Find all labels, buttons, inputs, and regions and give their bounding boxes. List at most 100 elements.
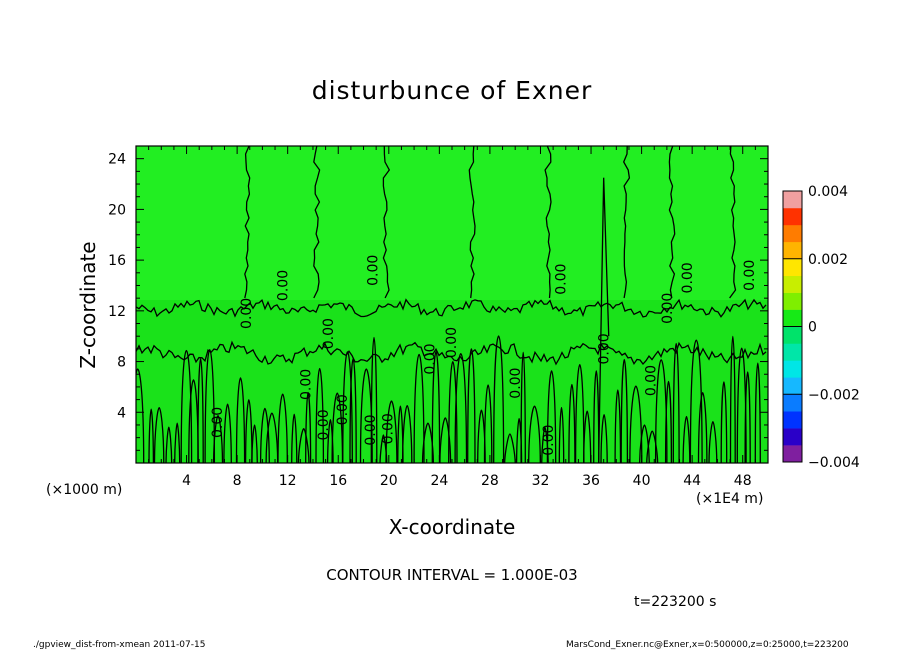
contour-line [349, 358, 357, 463]
x-tick-label: 16 [329, 473, 347, 489]
colorbar-tick-label: 0.002 [808, 252, 848, 268]
colorbar: 0.004 0.002 0 −0.002 −0.004 [782, 184, 860, 471]
contour-line [600, 414, 608, 463]
contour-line [729, 335, 736, 463]
contour-line [251, 424, 258, 463]
contour-label: 0.00 [680, 262, 696, 293]
colorbar-segment [783, 207, 802, 226]
colorbar-segment [783, 343, 802, 361]
contour-line [546, 370, 557, 463]
contour-line [597, 177, 610, 463]
contour-line [136, 368, 145, 463]
contour-label: 0.00 [210, 407, 226, 438]
contour-line [622, 146, 631, 299]
contour-label: 0.00 [660, 293, 676, 324]
y-axis-label: Z-coordinate [76, 241, 100, 369]
contour-line [212, 415, 224, 463]
contour-label: 0.00 [541, 425, 557, 456]
contour-label: 0.00 [554, 264, 570, 295]
contour-labels: 0.000.000.000.000.000.000.000.000.000.00… [210, 255, 758, 456]
contour-line [431, 350, 441, 463]
contour-interval-text: CONTOUR INTERVAL = 1.000E-03 [326, 566, 578, 584]
footer-left: ./gpview_dist-from-xmean 2011-07-15 [33, 640, 206, 650]
colorbar-segment [783, 292, 802, 310]
contour-line [401, 404, 413, 463]
x-axis-unit-left: (×1000 m) [46, 482, 123, 498]
contour-line [174, 422, 181, 463]
contour-line [370, 336, 378, 463]
colorbar-segment [783, 360, 802, 378]
contour-line [468, 146, 476, 299]
contour-label: 0.00 [239, 298, 255, 329]
y-tick-label: 4 [117, 405, 126, 421]
contour-line [754, 362, 761, 463]
contour-line [136, 298, 767, 318]
contour-line [689, 339, 703, 463]
x-axis-unit-right: (×1E4 m) [696, 491, 764, 507]
contour-line [235, 377, 246, 463]
y-tick-label: 24 [108, 152, 126, 168]
contour-line [244, 399, 253, 463]
x-tick-label: 4 [182, 473, 191, 489]
contour-line [629, 385, 643, 463]
chart-title: disturbunce of Exner [311, 76, 593, 105]
contour-line [297, 428, 310, 463]
contour-line [744, 371, 751, 463]
contour-line [165, 426, 173, 463]
colorbar-segment [783, 377, 802, 395]
contour-label: 0.00 [365, 255, 381, 286]
contour-line [265, 412, 279, 463]
contour-label: 0.00 [276, 270, 292, 301]
colorbar-segment [783, 394, 802, 412]
contour-line [544, 146, 552, 299]
contour-label: 0.00 [422, 343, 438, 374]
y-axis-ticks: 4 8 12 16 20 24 [108, 152, 768, 451]
contour-line [382, 146, 391, 299]
contour-line [528, 405, 541, 463]
x-tick-label: 48 [734, 473, 752, 489]
contour-line [646, 430, 659, 463]
contour-line [223, 403, 232, 463]
contour-line [614, 389, 622, 463]
contour-line [342, 351, 353, 463]
y-tick-label: 8 [117, 355, 126, 371]
contour-line [697, 392, 708, 463]
colorbar-segment [783, 309, 802, 327]
contour-line [313, 146, 321, 299]
contour-line [291, 413, 298, 463]
y-tick-label: 16 [108, 253, 126, 269]
colorbar-segment [783, 275, 802, 293]
contour-line [197, 358, 204, 463]
contour-line [188, 379, 199, 463]
x-tick-label: 8 [233, 473, 242, 489]
contour-line [672, 342, 680, 463]
contour-line [204, 348, 216, 463]
contour-line [720, 381, 728, 463]
contour-line [583, 410, 592, 463]
colorbar-segment [783, 224, 802, 243]
contour-label: 0.00 [597, 333, 613, 364]
x-tick-label: 32 [532, 473, 550, 489]
colorbar-segment [783, 326, 802, 344]
colorbar-segment [783, 445, 802, 463]
footer-right: MarsCond_Exner.nc@Exner,x=0:500000,z=0:2… [566, 640, 849, 650]
colorbar-tick-label: −0.002 [808, 387, 860, 403]
contour-line [305, 391, 312, 463]
x-tick-label: 44 [683, 473, 701, 489]
y-tick-label: 12 [108, 304, 126, 320]
contour-label: 0.00 [335, 394, 351, 425]
contour-line [504, 433, 516, 463]
contour-label: 0.00 [444, 327, 460, 358]
x-tick-label: 28 [481, 473, 499, 489]
contour-line [520, 351, 526, 463]
x-tick-label: 12 [279, 473, 297, 489]
contour-label: 0.00 [298, 369, 314, 400]
contour-line [467, 348, 476, 463]
x-axis-label: X-coordinate [388, 515, 516, 539]
colorbar-segment [783, 258, 802, 276]
contour-line [136, 340, 767, 366]
contour-line [620, 358, 629, 463]
contour-line [483, 384, 493, 463]
contour-label: 0.00 [321, 318, 337, 349]
